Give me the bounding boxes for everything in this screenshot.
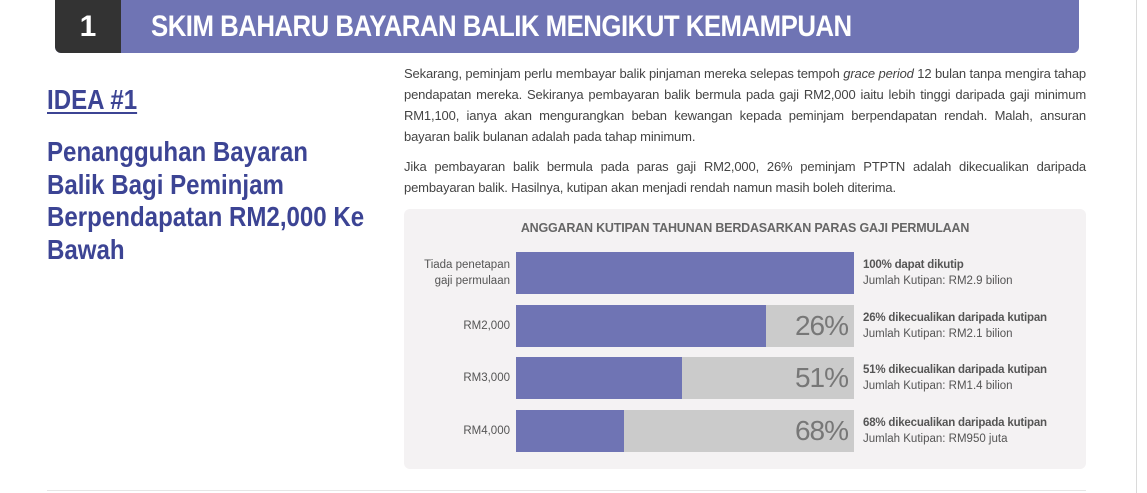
- paragraph-1-start: Sekarang, peminjam perlu membayar balik …: [404, 66, 844, 81]
- section-header: 1 SKIM BAHARU BAYARAN BALIK MENGIKUT KEM…: [55, 0, 1079, 53]
- chart-row: RM2,000 26% 26% dikecualikan daripada ku…: [404, 305, 1086, 347]
- bar-track: 51%: [516, 357, 854, 399]
- bar-excluded-pct: 68%: [794, 415, 849, 446]
- section-divider: [47, 490, 1086, 491]
- bar-track: 26%: [516, 305, 854, 347]
- bar-desc-total: Jumlah Kutipan: RM2.1 bilion: [863, 328, 1013, 340]
- bar-track: 68%: [516, 410, 854, 452]
- bar-desc-title: 51% dikecualikan daripada kutipan: [863, 364, 1047, 376]
- bar-label: RM4,000: [463, 425, 510, 437]
- bar-desc-total: Jumlah Kutipan: RM950 juta: [863, 433, 1008, 445]
- paragraph-1: Sekarang, peminjam perlu membayar balik …: [404, 63, 1086, 147]
- bar-description: 26% dikecualikan daripada kutipan Jumlah…: [863, 310, 1083, 342]
- bar-label: Tiada penetapan gaji permulaan: [390, 252, 510, 294]
- section-number: 1: [55, 0, 121, 53]
- paragraph-2: Jika pembayaran balik bermula pada paras…: [404, 159, 1086, 195]
- bar-desc-total: Jumlah Kutipan: RM1.4 bilion: [863, 380, 1013, 392]
- bar-description: 68% dikecualikan daripada kutipan Jumlah…: [863, 415, 1083, 447]
- bar-description: 51% dikecualikan daripada kutipan Jumlah…: [863, 362, 1083, 394]
- grace-period-term: grace period: [843, 66, 914, 81]
- bar-excluded-pct: 51%: [794, 362, 849, 393]
- bar-collected: [516, 357, 682, 399]
- bar-desc-total: Jumlah Kutipan: RM2.9 bilion: [863, 275, 1013, 287]
- idea-title: Penangguhan Bayaran Balik Bagi Peminjam …: [47, 136, 365, 265]
- bar-collected: [516, 410, 625, 452]
- bar-collected: [516, 305, 767, 347]
- idea-label: IDEA #1: [47, 84, 138, 115]
- chart-row: RM4,000 68% 68% dikecualikan daripada ku…: [404, 410, 1086, 452]
- idea-column: IDEA #1 Penangguhan Bayaran Balik Bagi P…: [47, 84, 367, 266]
- chart-row: RM3,000 51% 51% dikecualikan daripada ku…: [404, 357, 1086, 399]
- bar-label-line1: Tiada penetapan: [424, 259, 510, 271]
- collection-chart: ANGGARAN KUTIPAN TAHUNAN BERDASARKAN PAR…: [404, 209, 1086, 469]
- bar-label-line2: gaji permulaan: [434, 275, 510, 287]
- bar-desc-title: 100% dapat dikutip: [863, 259, 964, 271]
- bar-label: RM3,000: [463, 372, 510, 384]
- bar-description: 100% dapat dikutip Jumlah Kutipan: RM2.9…: [863, 257, 1083, 289]
- paragraph-1-end: 12 bulan tanpa mengira tahap pendapatan …: [404, 66, 1087, 144]
- chart-title: ANGGARAN KUTIPAN TAHUNAN BERDASARKAN PAR…: [520, 221, 970, 235]
- bar-desc-title: 68% dikecualikan daripada kutipan: [863, 417, 1047, 429]
- section-title: SKIM BAHARU BAYARAN BALIK MENGIKUT KEMAM…: [151, 9, 852, 43]
- bar-label: RM2,000: [463, 320, 510, 332]
- bar-track: [516, 252, 854, 294]
- bar-collected: [516, 252, 854, 294]
- scrollbar-track[interactable]: [1136, 0, 1137, 493]
- chart-row: Tiada penetapan gaji permulaan 100% dapat…: [404, 252, 1086, 294]
- body-text: Sekarang, peminjam perlu membayar balik …: [404, 63, 1086, 198]
- bar-excluded-pct: 26%: [794, 310, 849, 341]
- bar-desc-title: 26% dikecualikan daripada kutipan: [863, 312, 1047, 324]
